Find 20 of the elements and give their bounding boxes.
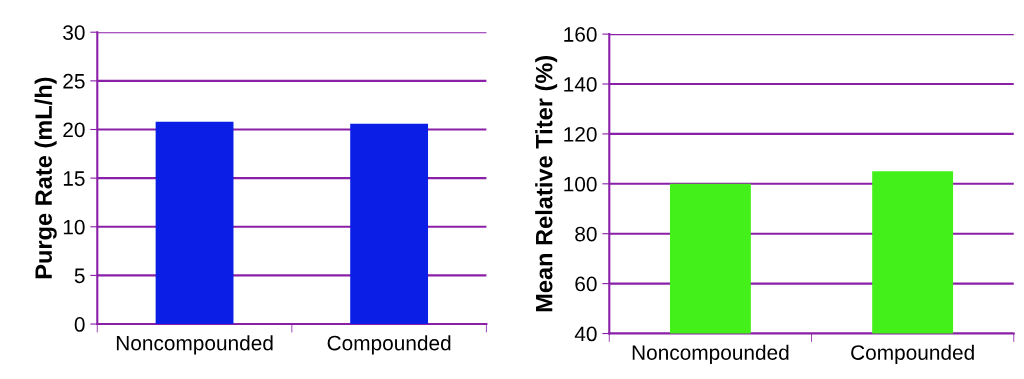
y-tick-label: 100 <box>564 176 597 192</box>
y-tick-label: 140 <box>564 77 597 92</box>
y-tick-label: 20 <box>63 122 85 138</box>
y-tick-label: 15 <box>63 171 85 186</box>
y-tick-label: 60 <box>575 276 597 292</box>
y-tick-label: 5 <box>74 268 85 284</box>
x-tick-label: Noncompounded <box>116 335 273 355</box>
y-tick-label: 0 <box>74 317 85 332</box>
x-tick-label: Compounded <box>327 335 451 355</box>
y-tick-label: 40 <box>574 326 597 342</box>
y-tick-label: 80 <box>575 226 597 242</box>
y-tick-label: 10 <box>63 219 85 235</box>
y-tick-label: 160 <box>564 27 597 42</box>
y-tick-label: 30 <box>63 25 85 40</box>
x-tick-label: Noncompounded <box>632 344 789 365</box>
y-axis-title: Mean Relative Titer (%) <box>535 55 558 312</box>
y-tick-label: 120 <box>564 126 597 142</box>
y-tick-label: 25 <box>63 73 85 89</box>
x-tick-label: Compounded <box>851 344 974 365</box>
y-axis-title: Purge Rate (mL/h) <box>34 77 57 279</box>
